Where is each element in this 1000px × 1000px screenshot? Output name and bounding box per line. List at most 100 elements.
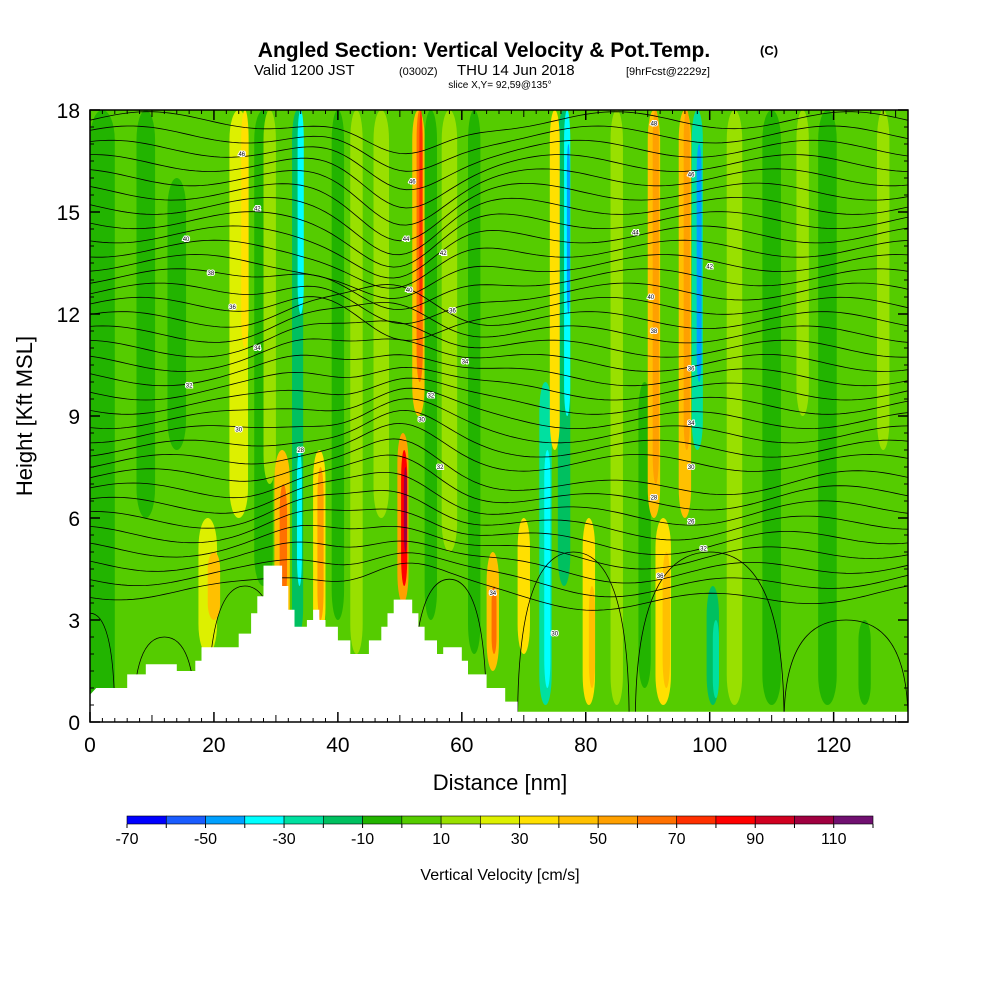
x-tick-label: 40 [326, 734, 349, 757]
velocity-column [468, 110, 481, 654]
y-tick-label: 0 [68, 712, 80, 735]
velocity-column [712, 620, 719, 699]
theta-contour [90, 438, 908, 495]
x-tick-label: 120 [816, 734, 851, 757]
velocity-column [588, 586, 596, 688]
theta-contour [90, 552, 908, 598]
contour-label: 32 [427, 394, 434, 400]
contour-label: 46 [409, 179, 416, 185]
velocity-column [662, 552, 671, 688]
velocity-column [167, 178, 187, 450]
x-axis-label: Distance [nm] [433, 770, 568, 795]
subtitle-forecast: [9hrFcst@2229z] [626, 66, 710, 78]
y-tick-label: 9 [68, 406, 80, 429]
velocity-column [350, 110, 363, 654]
colorbar-swatch [244, 815, 285, 825]
subtitle-slice: slice X,Y= 92,59@135° [448, 80, 551, 91]
theta-contour [90, 168, 908, 226]
theta-contour [90, 284, 908, 329]
velocity-column [296, 450, 302, 586]
velocity-column [549, 110, 560, 450]
colorbar-tick-label: 110 [821, 831, 847, 848]
theta-contour [90, 197, 908, 256]
y-tick-label: 15 [57, 202, 80, 225]
contour-label: 46 [238, 152, 245, 158]
theta-contour [90, 377, 908, 415]
contour-label: 40 [406, 288, 413, 294]
x-tick-label: 60 [450, 734, 473, 757]
colorbar-swatch [597, 815, 638, 825]
theta-contour [90, 268, 908, 311]
colorbar: -70 -50 -30 -10 10 30 50 70 90 110 [115, 815, 874, 848]
theta-contour [90, 211, 908, 268]
contour-label: 34 [462, 360, 469, 366]
velocity-column [696, 144, 702, 382]
theta-contour [90, 139, 908, 191]
velocity-column [90, 110, 115, 722]
velocity-column [762, 110, 781, 705]
theta-contour [90, 125, 908, 172]
colorbar-swatch [480, 815, 520, 825]
contour-label: 36 [229, 305, 236, 311]
contour-label: 32 [437, 465, 444, 471]
colorbar-tick-label: 70 [668, 831, 686, 848]
colorbar-tick-label: 10 [432, 831, 450, 848]
subtitle-valid: Valid 1200 JST [254, 62, 355, 79]
velocity-column [207, 552, 221, 620]
contour-label: 42 [254, 207, 261, 213]
theta-contour [90, 540, 908, 584]
theta-contour [90, 239, 908, 289]
theta-contour [90, 282, 908, 325]
contour-label: 32 [700, 547, 707, 553]
contour-label: 38 [651, 329, 658, 335]
theta-contour [90, 409, 908, 458]
velocity-column [818, 110, 837, 705]
contour-label: 30 [688, 465, 695, 471]
velocity-column [241, 110, 249, 348]
colorbar-swatch [440, 815, 481, 825]
theta-contour [90, 225, 908, 279]
velocity-field [90, 110, 908, 722]
theta-contour [90, 154, 908, 209]
theta-contour [90, 524, 908, 570]
contour-labels: 46 42 40 38 36 34 32 30 46 44 42 40 36 34 32 30 28 48 46 44… [182, 121, 715, 639]
colorbar-swatch [401, 815, 442, 825]
contour-label: 34 [688, 421, 695, 427]
colorbar-swatch [833, 815, 874, 825]
x-tick-label: 100 [692, 734, 727, 757]
colorbar-swatch [165, 815, 206, 825]
y-tick-label: 18 [57, 100, 80, 123]
y-tick-label: 12 [57, 304, 80, 327]
velocity-column [419, 110, 423, 314]
contour-label: 26 [688, 519, 695, 525]
contour-label: 38 [207, 271, 214, 277]
contour-label: 30 [418, 417, 425, 423]
velocity-column [610, 110, 623, 705]
subtitle-date: THU 14 Jun 2018 [457, 62, 575, 79]
contour-label: 36 [449, 309, 456, 315]
velocity-column [491, 586, 497, 654]
colorbar-swatch [323, 815, 363, 825]
colorbar-tick-label: 50 [589, 831, 607, 848]
colorbar-swatch [558, 815, 599, 825]
colorbar-swatch [637, 815, 677, 825]
contour-label: 42 [440, 251, 447, 257]
theta-contour [90, 302, 908, 344]
theta-contour [90, 354, 908, 387]
colorbar-swatch [754, 815, 795, 825]
colorbar-swatch [205, 815, 246, 825]
velocity-column [331, 110, 345, 620]
theta-contour [90, 320, 908, 358]
theta-contour [634, 551, 785, 722]
x-tick-label: 80 [574, 734, 597, 757]
velocity-column [683, 110, 690, 450]
theta-contour [90, 508, 908, 555]
contour-label: 40 [183, 237, 190, 243]
velocity-column [373, 110, 390, 518]
theta-contour [90, 612, 116, 722]
colorbar-swatch [519, 815, 560, 825]
x-tick-label: 0 [84, 734, 96, 757]
contour-label: 44 [403, 237, 410, 243]
